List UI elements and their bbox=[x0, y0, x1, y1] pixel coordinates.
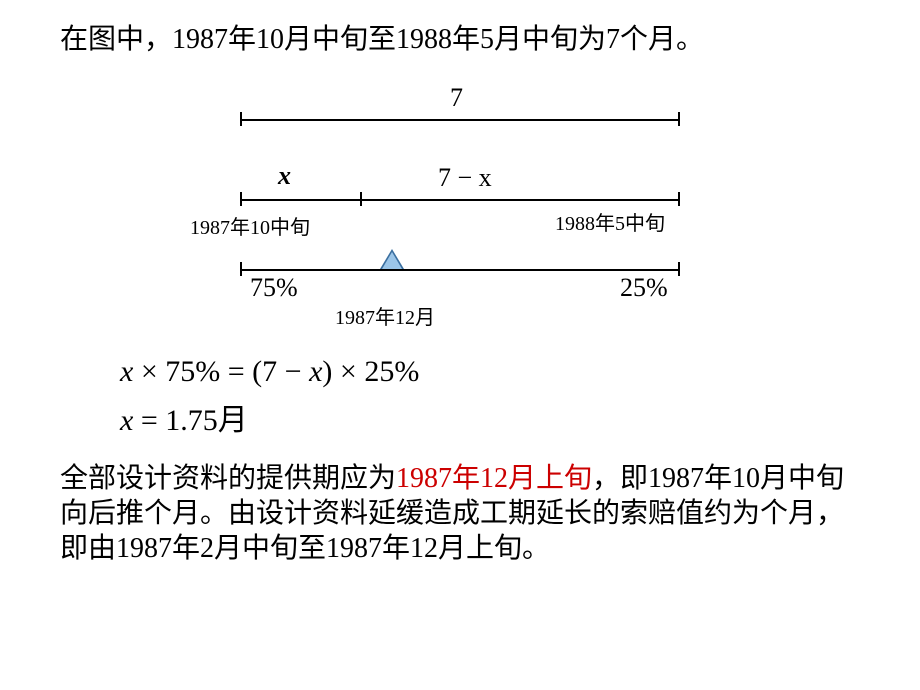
x-label: x bbox=[278, 161, 291, 191]
left-date: 1987年10中旬 bbox=[190, 211, 310, 240]
tick-l3-left bbox=[240, 262, 242, 276]
pct-right: 25% bbox=[620, 273, 668, 303]
mid-date: 1987年12月 bbox=[335, 301, 435, 330]
tick-l1-left bbox=[240, 112, 242, 126]
intro-text: 在图中，1987年10月中旬至1988年5月中旬为7个月。 bbox=[60, 20, 860, 59]
tick-l2-right bbox=[678, 192, 680, 206]
tick-l3-right bbox=[678, 262, 680, 276]
remain-text: 7 − x bbox=[438, 163, 492, 192]
equations: x × 75% = (7 − x) × 25% x = 1.75月 bbox=[120, 349, 860, 443]
equation-2: x = 1.75月 bbox=[120, 398, 860, 443]
equation-1: x × 75% = (7 − x) × 25% bbox=[120, 349, 860, 394]
tick-l2-left bbox=[240, 192, 242, 206]
eq1-x1: x bbox=[120, 355, 133, 388]
eq1-suffix: ) × 25% bbox=[322, 355, 419, 388]
right-date: 1988年5中旬 bbox=[555, 207, 665, 236]
eq2-rest: = 1.75月 bbox=[133, 404, 247, 437]
tick-l2-mid bbox=[360, 192, 362, 206]
conclusion-text: 全部设计资料的提供期应为1987年12月上旬，即1987年10月中旬向后推个月。… bbox=[60, 461, 860, 566]
conc-p1a: 全部设计资料的提供期应为 bbox=[60, 463, 396, 494]
total-line bbox=[240, 119, 680, 121]
timeline-diagram: 7 x 7 − x 1987年10中旬 1988年5中旬 75% 25% 198… bbox=[210, 69, 710, 329]
split-line bbox=[240, 199, 680, 201]
total-label: 7 bbox=[450, 83, 463, 113]
remain-label: 7 − x bbox=[438, 163, 492, 193]
eq1-mid: × 75% = (7 − bbox=[133, 355, 309, 388]
eq1-x2: x bbox=[309, 355, 322, 388]
triangle-marker bbox=[380, 249, 404, 269]
conc-highlight: 1987年12月上旬 bbox=[396, 463, 592, 494]
pct-line bbox=[240, 269, 680, 271]
tick-l1-right bbox=[678, 112, 680, 126]
pct-left: 75% bbox=[250, 273, 298, 303]
eq2-x: x bbox=[120, 404, 133, 437]
